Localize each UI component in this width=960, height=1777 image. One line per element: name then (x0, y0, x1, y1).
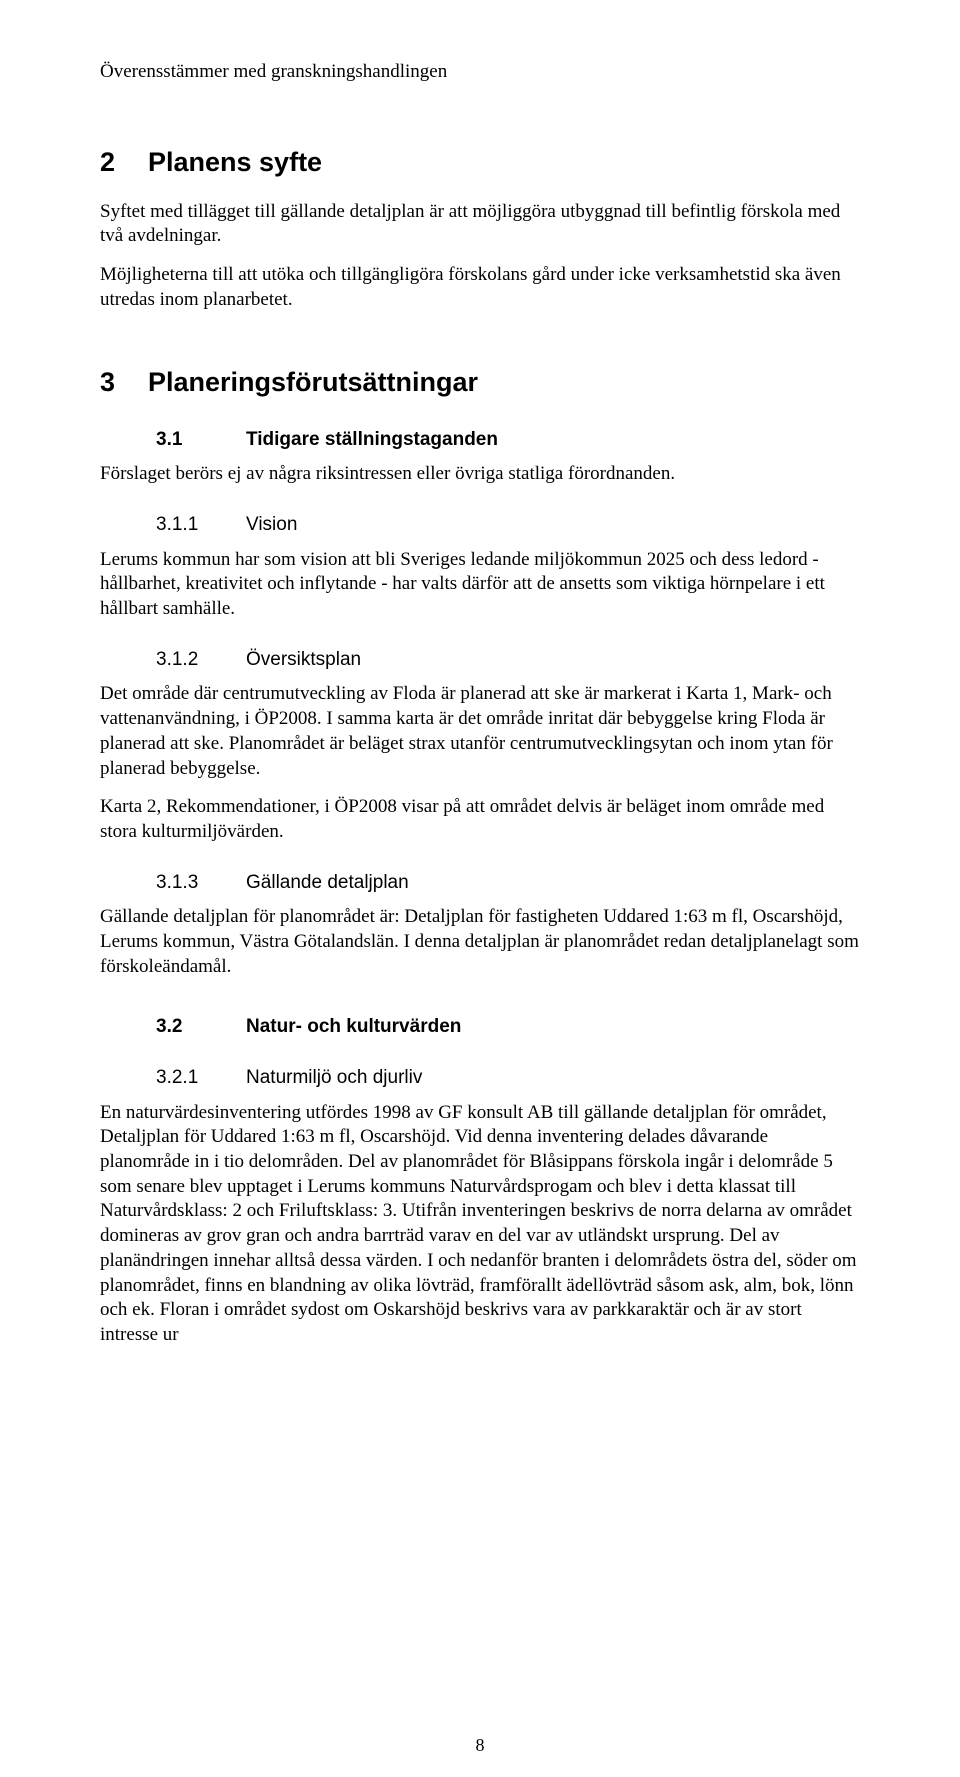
heading-1-planeringsforutsattningar: 3Planeringsförutsättningar (100, 365, 860, 400)
heading-3-oversiktsplan: 3.1.2Översiktsplan (156, 648, 860, 673)
heading-number: 3.2 (156, 1015, 246, 1040)
heading-title: Planens syfte (148, 147, 322, 177)
heading-3-naturmiljo-och-djurliv: 3.2.1Naturmiljö och djurliv (156, 1066, 860, 1091)
heading-title: Tidigare ställningstaganden (246, 429, 498, 450)
page-number: 8 (0, 1734, 960, 1757)
heading-title: Planeringsförutsättningar (148, 367, 478, 397)
paragraph: Lerums kommun har som vision att bli Sve… (100, 548, 860, 622)
paragraph: Karta 2, Rekommendationer, i ÖP2008 visa… (100, 795, 860, 844)
paragraph: Syftet med tillägget till gällande detal… (100, 200, 860, 249)
heading-number: 3.1.1 (156, 513, 246, 538)
heading-3-vision: 3.1.1Vision (156, 513, 860, 538)
heading-number: 3.1.3 (156, 871, 246, 896)
document-page: Överensstämmer med granskningshandlingen… (0, 0, 960, 1777)
heading-number: 3.2.1 (156, 1066, 246, 1091)
paragraph: Möjligheterna till att utöka och tillgän… (100, 263, 860, 312)
heading-title: Översiktsplan (246, 649, 361, 670)
heading-2-tidigare-stallningstaganden: 3.1Tidigare ställningstaganden (156, 428, 860, 453)
paragraph: En naturvärdesinventering utfördes 1998 … (100, 1101, 860, 1348)
paragraph: Gällande detaljplan för planområdet är: … (100, 905, 860, 979)
heading-1-planens-syfte: 2Planens syfte (100, 145, 860, 180)
header-note: Överensstämmer med granskningshandlingen (100, 60, 860, 85)
heading-2-natur-och-kulturvarden: 3.2Natur- och kulturvärden (156, 1015, 860, 1040)
heading-title: Vision (246, 514, 297, 535)
heading-3-gallande-detaljplan: 3.1.3Gällande detaljplan (156, 871, 860, 896)
paragraph: Det område där centrumutveckling av Flod… (100, 682, 860, 781)
heading-number: 3 (100, 365, 148, 400)
heading-number: 3.1 (156, 428, 246, 453)
heading-number: 3.1.2 (156, 648, 246, 673)
heading-number: 2 (100, 145, 148, 180)
heading-title: Gällande detaljplan (246, 872, 409, 893)
heading-title: Naturmiljö och djurliv (246, 1067, 422, 1088)
heading-title: Natur- och kulturvärden (246, 1016, 461, 1037)
paragraph: Förslaget berörs ej av några riksintress… (100, 462, 860, 487)
